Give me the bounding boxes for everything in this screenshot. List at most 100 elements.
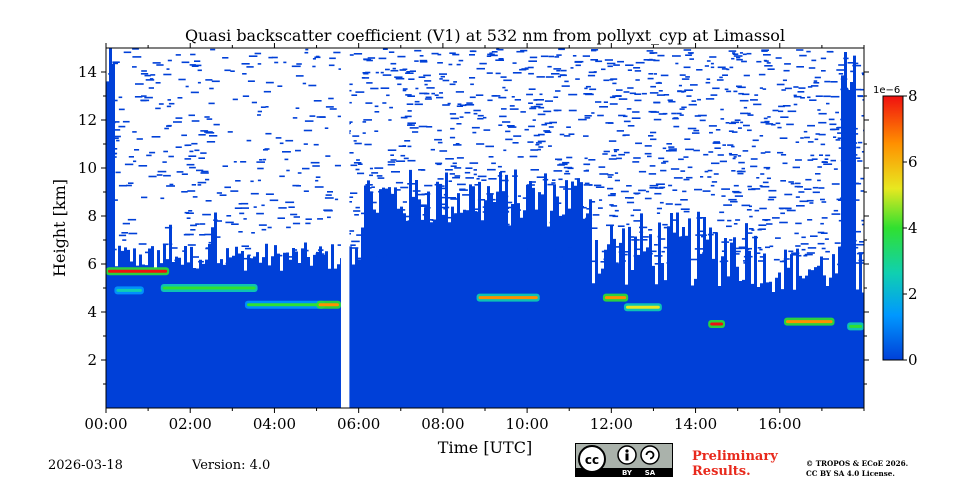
signal-speckle xyxy=(588,159,596,161)
signal-speckle xyxy=(599,106,608,108)
signal-speckle xyxy=(584,87,588,90)
signal-speckle xyxy=(140,73,149,75)
signal-speckle xyxy=(719,211,725,214)
signal-speckle xyxy=(784,193,793,196)
signal-body xyxy=(106,48,864,408)
signal-speckle xyxy=(697,217,704,219)
signal-speckle xyxy=(304,51,309,54)
signal-speckle xyxy=(780,212,785,215)
signal-speckle xyxy=(820,143,826,146)
signal-speckle xyxy=(132,66,137,68)
signal-speckle xyxy=(662,160,669,163)
signal-speckle xyxy=(552,229,558,232)
signal-speckle xyxy=(400,154,406,157)
signal-speckle xyxy=(402,88,408,90)
signal-speckle xyxy=(389,106,393,109)
signal-speckle xyxy=(349,54,354,56)
signal-speckle xyxy=(476,143,485,145)
signal-speckle xyxy=(108,86,113,89)
signal-speckle xyxy=(483,129,491,131)
signal-speckle xyxy=(750,158,758,160)
signal-speckle xyxy=(786,123,794,126)
signal-speckle xyxy=(825,154,831,157)
signal-speckle xyxy=(121,232,128,234)
signal-speckle xyxy=(425,207,431,209)
signal-speckle xyxy=(797,91,805,93)
signal-speckle xyxy=(503,231,512,234)
signal-speckle xyxy=(574,230,580,233)
signal-speckle xyxy=(836,69,845,71)
signal-speckle xyxy=(567,255,572,258)
signal-speckle xyxy=(800,97,805,99)
signal-speckle xyxy=(795,196,800,198)
signal-speckle xyxy=(364,143,372,146)
signal-speckle xyxy=(855,199,860,201)
signal-speckle xyxy=(454,213,461,215)
signal-speckle xyxy=(150,74,156,76)
signal-speckle xyxy=(224,69,231,72)
signal-speckle xyxy=(553,202,562,204)
signal-speckle xyxy=(366,59,373,62)
signal-speckle xyxy=(535,143,540,146)
signal-speckle xyxy=(407,145,412,148)
signal-speckle xyxy=(424,184,433,187)
signal-speckle xyxy=(181,61,190,64)
signal-speckle xyxy=(148,175,157,178)
signal-speckle xyxy=(672,251,679,254)
signal-speckle xyxy=(401,252,410,254)
signal-speckle xyxy=(745,251,751,254)
signal-speckle xyxy=(633,220,642,222)
signal-speckle xyxy=(152,62,161,64)
signal-speckle xyxy=(145,251,152,254)
signal-speckle xyxy=(709,131,713,134)
signal-speckle xyxy=(737,155,742,157)
signal-speckle xyxy=(847,263,852,265)
signal-speckle xyxy=(595,186,605,188)
signal-speckle xyxy=(821,70,826,72)
signal-speckle xyxy=(826,50,833,53)
signal-speckle xyxy=(175,54,181,56)
signal-speckle xyxy=(533,105,541,108)
signal-speckle xyxy=(242,73,247,75)
signal-speckle xyxy=(708,125,717,127)
signal-speckle xyxy=(537,113,546,116)
signal-speckle xyxy=(840,159,846,162)
signal-speckle xyxy=(591,49,599,51)
signal-speckle xyxy=(257,110,262,113)
signal-speckle xyxy=(528,102,533,104)
signal-speckle xyxy=(531,229,540,231)
signal-speckle xyxy=(529,56,538,59)
signal-speckle xyxy=(589,88,597,91)
aerosol-layer xyxy=(316,300,341,309)
signal-speckle xyxy=(441,203,447,206)
signal-speckle xyxy=(566,220,573,223)
signal-speckle xyxy=(838,147,844,149)
signal-speckle xyxy=(118,108,125,111)
signal-speckle xyxy=(381,241,387,244)
signal-speckle xyxy=(513,135,522,137)
signal-speckle xyxy=(840,245,849,248)
signal-speckle xyxy=(316,116,325,118)
signal-speckle xyxy=(851,127,858,130)
signal-speckle xyxy=(437,196,446,199)
signal-speckle xyxy=(742,150,749,152)
signal-speckle xyxy=(312,165,320,167)
signal-speckle xyxy=(166,105,172,108)
signal-speckle xyxy=(459,189,468,191)
signal-speckle xyxy=(241,245,249,247)
signal-speckle xyxy=(443,207,447,210)
signal-speckle xyxy=(557,261,561,263)
signal-speckle xyxy=(726,68,730,71)
signal-speckle xyxy=(756,60,762,63)
signal-speckle xyxy=(555,158,563,161)
signal-speckle xyxy=(426,219,434,221)
signal-speckle xyxy=(627,69,632,71)
cc-by-sa-license-badge[interactable]: cc BY SA xyxy=(575,443,673,477)
signal-speckle xyxy=(818,133,826,136)
signal-speckle xyxy=(852,182,859,185)
signal-speckle xyxy=(257,167,264,170)
signal-speckle xyxy=(543,110,552,113)
signal-speckle xyxy=(243,257,251,260)
signal-speckle xyxy=(149,78,154,80)
signal-speckle xyxy=(370,256,379,258)
